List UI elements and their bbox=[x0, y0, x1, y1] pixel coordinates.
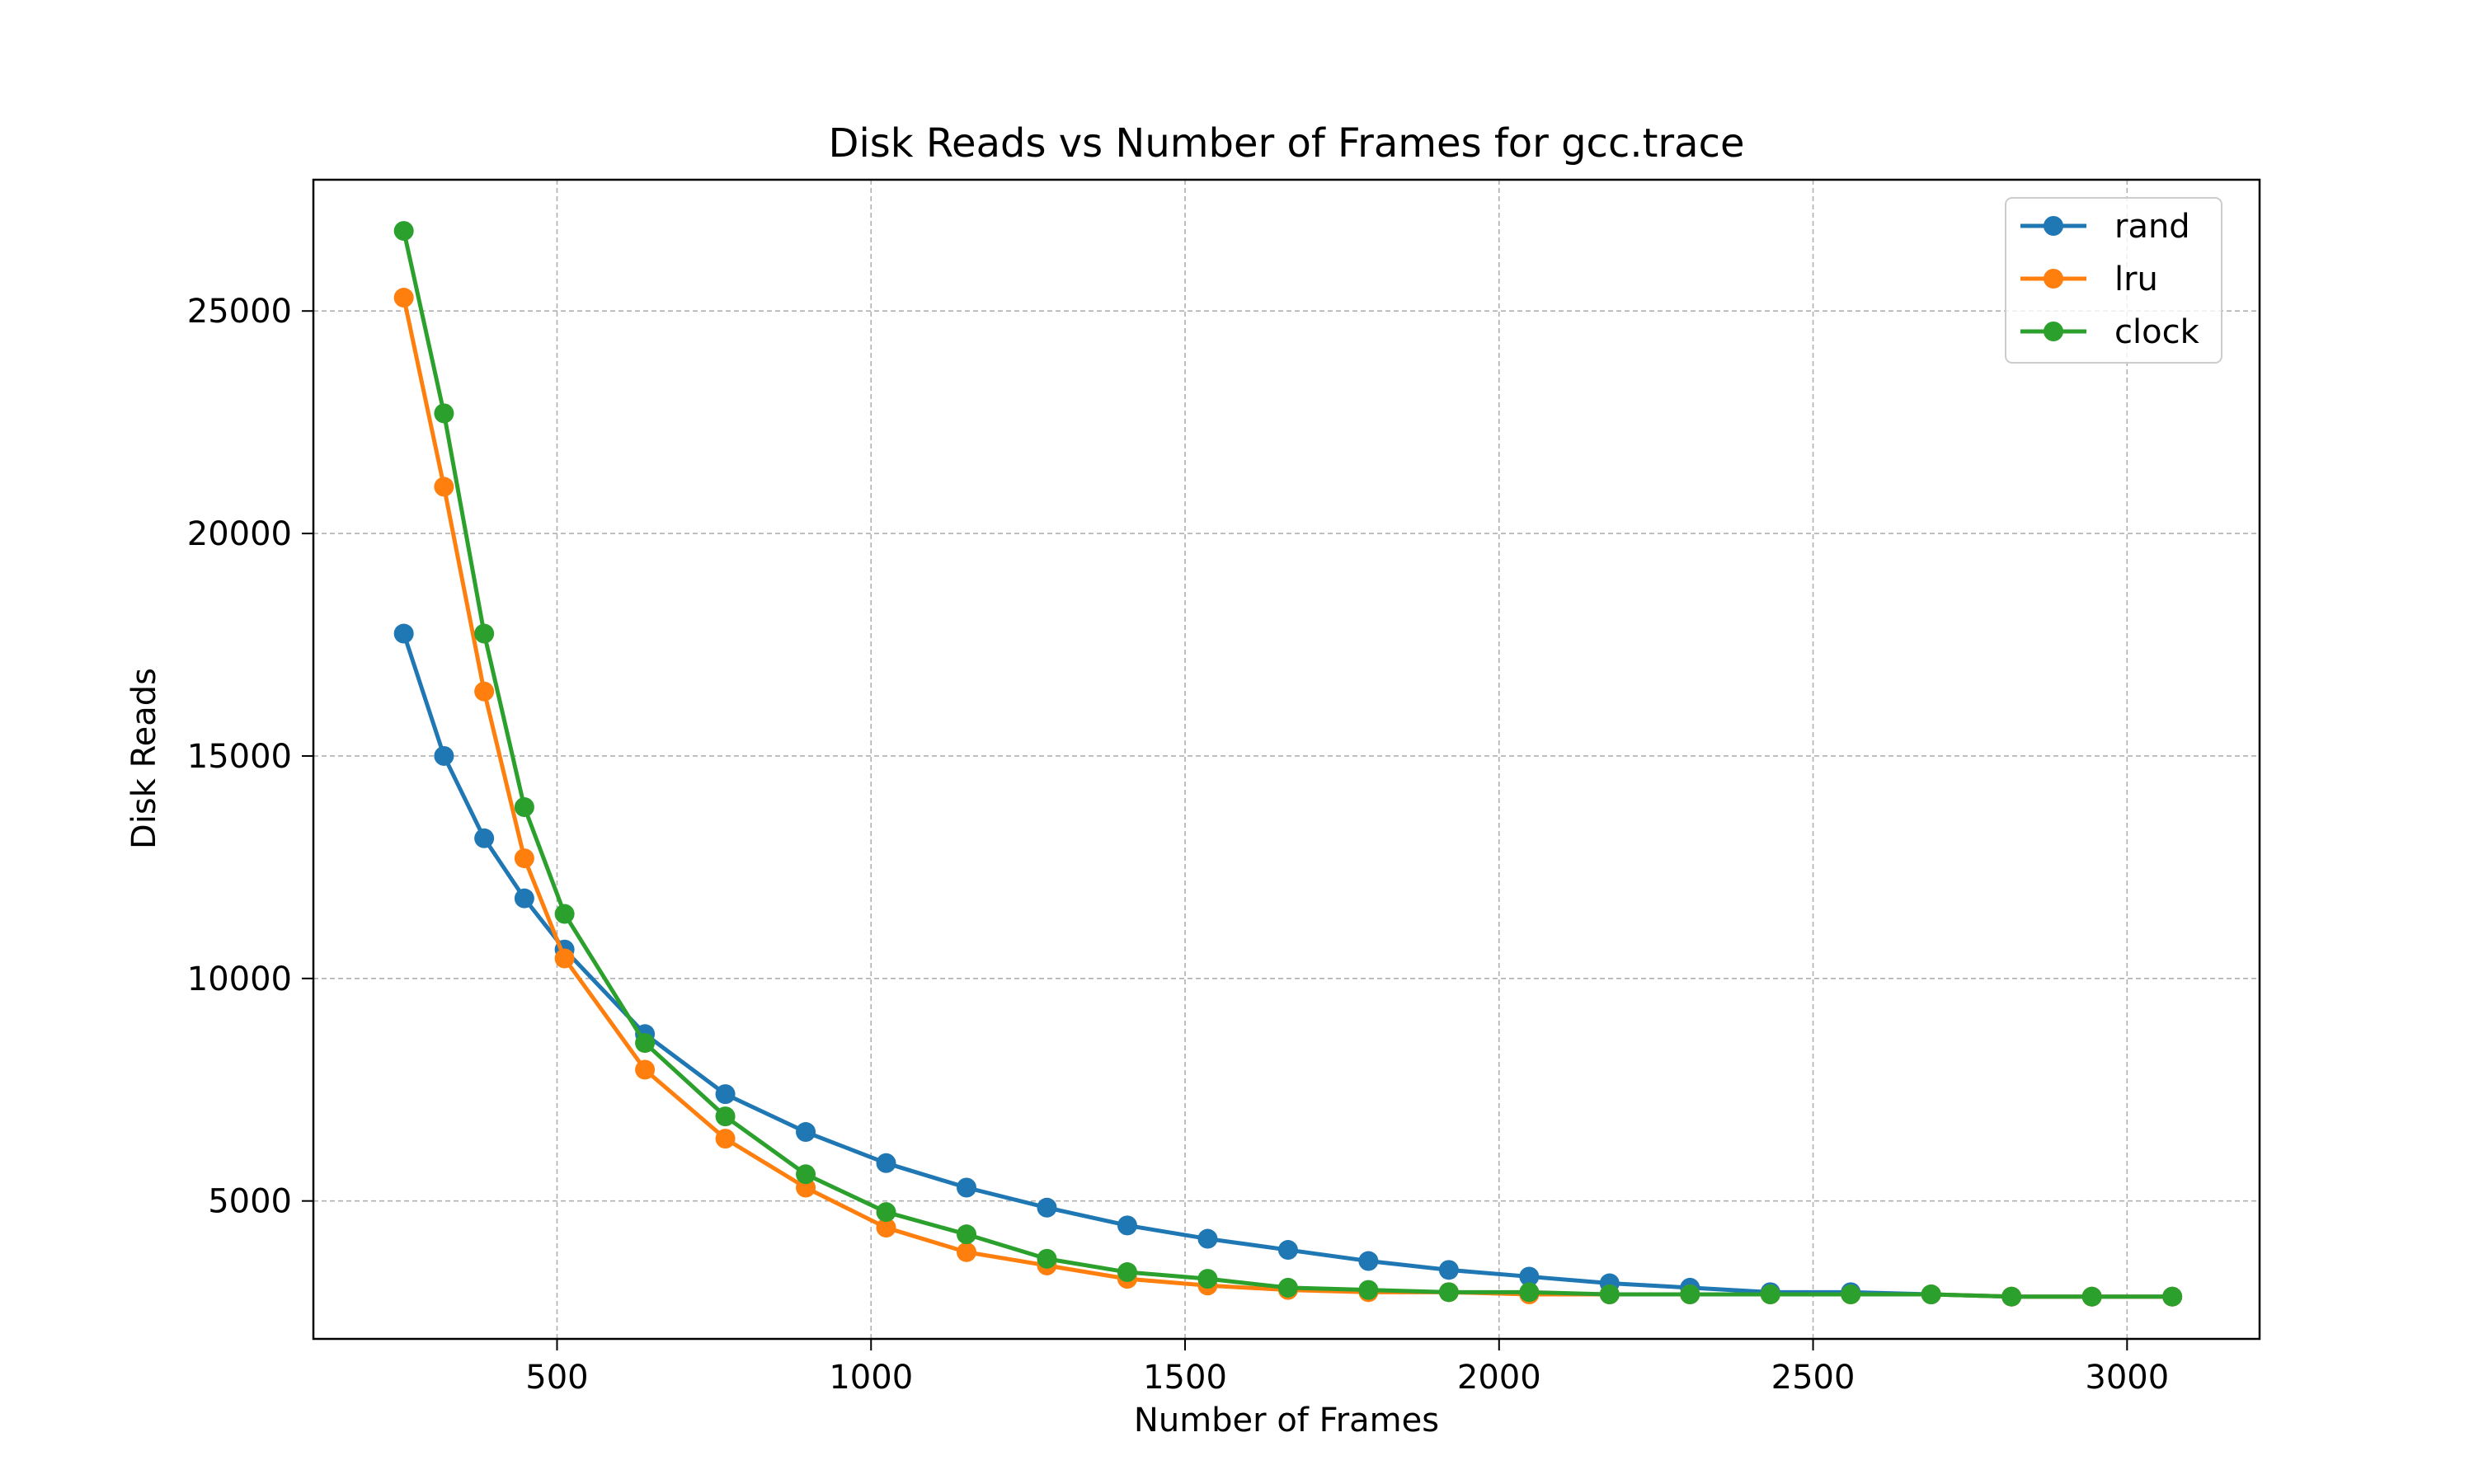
data-point-lru bbox=[474, 681, 495, 702]
axis-ticks: 500 1000 1500 2000 2500 3000 5000 10000 15000 200… bbox=[187, 293, 2169, 1397]
data-point-rand bbox=[1519, 1266, 1540, 1287]
data-point-clock bbox=[2162, 1286, 2183, 1307]
legend-label-rand: rand bbox=[2114, 208, 2190, 246]
data-point-rand bbox=[1117, 1215, 1137, 1236]
data-point-clock bbox=[715, 1106, 736, 1127]
y-tick-label: 25000 bbox=[187, 293, 292, 331]
x-tick-label: 1000 bbox=[829, 1359, 913, 1397]
data-point-rand bbox=[796, 1122, 816, 1143]
data-point-rand bbox=[715, 1084, 736, 1105]
data-point-clock bbox=[876, 1202, 896, 1223]
legend-marker-lru bbox=[2044, 269, 2063, 289]
chart-title: Disk Reads vs Number of Frames for gcc.t… bbox=[829, 120, 1745, 167]
data-point-rand bbox=[1277, 1240, 1298, 1261]
data-point-rand bbox=[1358, 1251, 1379, 1271]
y-tick-label: 10000 bbox=[187, 960, 292, 998]
data-point-rand bbox=[1438, 1260, 1459, 1280]
legend: rand lru clock bbox=[2005, 197, 2222, 364]
data-point-lru bbox=[635, 1059, 656, 1080]
data-point-lru bbox=[514, 848, 534, 869]
x-tick-label: 1500 bbox=[1143, 1359, 1227, 1397]
data-point-clock bbox=[554, 904, 575, 924]
data-point-clock bbox=[1760, 1284, 1780, 1305]
data-point-clock bbox=[2081, 1286, 2102, 1307]
data-point-clock bbox=[1197, 1269, 1218, 1289]
data-point-clock bbox=[1117, 1262, 1137, 1283]
data-point-clock bbox=[1277, 1277, 1298, 1298]
data-point-rand bbox=[393, 623, 414, 644]
data-point-clock bbox=[796, 1164, 816, 1185]
data-point-rand bbox=[474, 828, 495, 848]
data-point-lru bbox=[393, 288, 414, 308]
legend-marker-rand bbox=[2044, 216, 2063, 236]
legend-marker-clock bbox=[2044, 322, 2063, 341]
data-point-rand bbox=[876, 1153, 896, 1173]
data-point-lru bbox=[956, 1242, 976, 1262]
data-point-clock bbox=[514, 797, 534, 818]
data-point-clock bbox=[1037, 1248, 1057, 1269]
data-point-rand bbox=[434, 745, 454, 766]
legend-box bbox=[2005, 197, 2222, 364]
data-point-clock bbox=[1358, 1280, 1379, 1300]
data-point-clock bbox=[474, 623, 495, 644]
data-point-lru bbox=[554, 948, 575, 969]
y-tick-label: 5000 bbox=[208, 1183, 292, 1221]
x-tick-label: 500 bbox=[525, 1359, 588, 1397]
data-point-lru bbox=[876, 1218, 896, 1238]
data-point-clock bbox=[1921, 1284, 1941, 1305]
y-tick-label: 20000 bbox=[187, 515, 292, 553]
data-point-clock bbox=[2001, 1286, 2022, 1307]
y-axis-label: Disk Reads bbox=[125, 668, 163, 849]
x-tick-label: 3000 bbox=[2085, 1359, 2169, 1397]
data-point-rand bbox=[514, 888, 534, 909]
data-point-clock bbox=[393, 221, 414, 242]
data-point-lru bbox=[434, 477, 454, 497]
data-point-clock bbox=[1841, 1284, 1861, 1305]
data-point-clock bbox=[434, 403, 454, 424]
data-point-lru bbox=[715, 1129, 736, 1149]
x-tick-label: 2500 bbox=[1771, 1359, 1856, 1397]
grid-lines bbox=[313, 180, 2260, 1339]
x-tick-label: 2000 bbox=[1457, 1359, 1541, 1397]
data-point-clock bbox=[635, 1033, 656, 1054]
data-point-clock bbox=[1438, 1282, 1459, 1303]
legend-label-lru: lru bbox=[2114, 261, 2158, 298]
data-point-clock bbox=[956, 1224, 976, 1245]
data-point-rand bbox=[1037, 1197, 1057, 1218]
plot-frame bbox=[312, 178, 2261, 1341]
legend-label-clock: clock bbox=[2114, 313, 2200, 351]
y-tick-label: 15000 bbox=[187, 738, 292, 776]
data-point-rand bbox=[956, 1177, 976, 1198]
data-point-clock bbox=[1599, 1284, 1620, 1305]
data-point-clock bbox=[1680, 1284, 1700, 1305]
data-point-clock bbox=[1519, 1282, 1540, 1303]
data-point-rand bbox=[1197, 1228, 1218, 1249]
series-layer bbox=[393, 221, 2183, 1307]
x-axis-label: Number of Frames bbox=[1134, 1402, 1439, 1439]
